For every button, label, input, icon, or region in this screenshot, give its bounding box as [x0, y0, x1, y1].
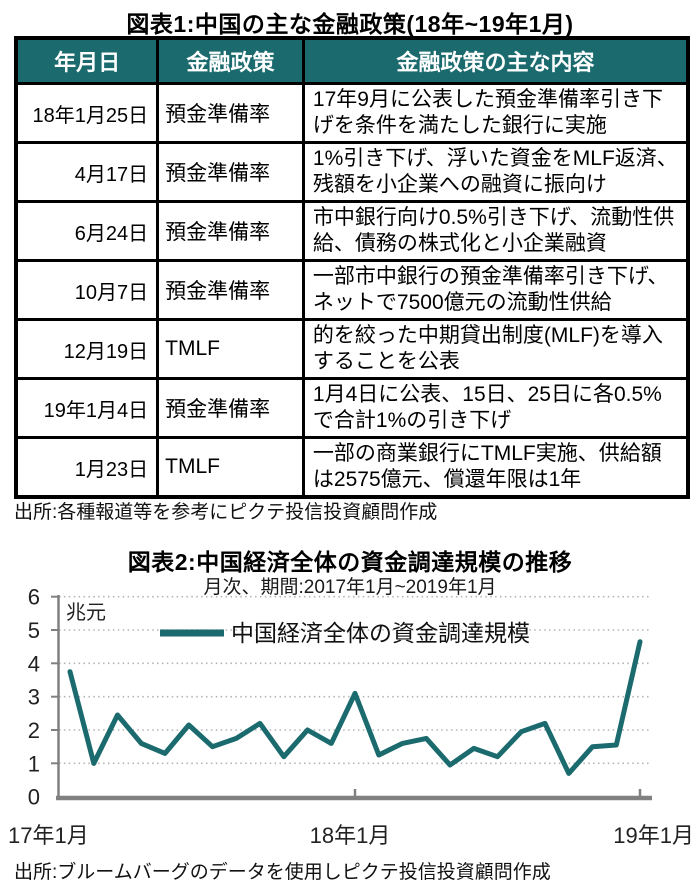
funding-chart: 0 1 2 3 4 5 6 兆元 中国経済全体の資金調達規模 17年1月 18年…	[8, 585, 694, 848]
cell-policy: 預金準備率	[156, 141, 305, 203]
unit-label: 兆元	[66, 601, 106, 624]
table-row: 19年1月4日 預金準備率 1月4日に公表、15日、25日に各0.5%で合計1%…	[14, 377, 690, 439]
figure1-title: 図表1:中国の主な金融政策(18年~19年1月)	[126, 11, 574, 37]
table-row: 12月19日 TMLF 的を絞った中期貸出制度(MLF)を導入することを公表	[14, 318, 690, 380]
xtick-2018-01: 18年1月	[310, 823, 391, 848]
x-axis	[56, 789, 652, 801]
cell-detail: 一部市中銀行の預金準備率引き下げ、ネットで7500億元の流動性供給	[301, 259, 690, 321]
cell-detail: 市中銀行向け0.5%引き下げ、流動性供給、債務の株式化と小企業融資	[301, 200, 690, 262]
ytick-1: 1	[28, 751, 40, 776]
gridlines	[59, 595, 650, 765]
ytick-0: 0	[28, 785, 40, 810]
cell-detail: 17年9月に公表した預金準備率引き下げを条件を満たした銀行に実施	[301, 82, 690, 144]
cell-date: 18年1月25日	[14, 82, 160, 144]
cell-detail: 1月4日に公表、15日、25日に各0.5%で合計1%の引き下げ	[301, 377, 690, 439]
cell-detail: 的を絞った中期貸出制度(MLF)を導入することを公表	[301, 318, 690, 380]
chart-source: 出所:ブルームバーグのデータを使用しピクテ投信投資顧問作成	[14, 862, 551, 883]
cell-policy: TMLF	[156, 436, 305, 499]
cell-date: 4月17日	[14, 141, 160, 203]
figure2-subtitle: 月次、期間:2017年1月~2019年1月	[203, 577, 497, 598]
header-date: 年月日	[14, 36, 160, 85]
funding-line	[67, 639, 643, 776]
x-tick-labels: 17年1月 18年1月 19年1月	[8, 823, 694, 848]
table-row: 4月17日 預金準備率 1%引き下げ、浮いた資金をMLF返済、残額を小企業への融…	[14, 141, 690, 203]
xtick-2017-01: 17年1月	[8, 823, 89, 848]
table-header-row: 年月日 金融政策 金融政策の主な内容	[14, 36, 690, 85]
cell-date: 6月24日	[14, 200, 160, 262]
header-policy: 金融政策	[156, 36, 305, 85]
cell-policy: 預金準備率	[156, 259, 305, 321]
cell-policy: TMLF	[156, 318, 305, 380]
legend: 中国経済全体の資金調達規模	[160, 620, 530, 646]
table-row: 18年1月25日 預金準備率 17年9月に公表した預金準備率引き下げを条件を満た…	[14, 82, 690, 144]
cell-policy: 預金準備率	[156, 377, 305, 439]
figure2-title: 図表2:中国経済全体の資金調達規模の推移	[127, 549, 573, 575]
ytick-6: 6	[28, 585, 40, 610]
legend-label: 中国経済全体の資金調達規模	[231, 620, 530, 646]
y-axis	[51, 595, 60, 799]
policy-table: 年月日 金融政策 金融政策の主な内容 18年1月25日 預金準備率 17年9月に…	[14, 36, 690, 499]
table-row: 10月7日 預金準備率 一部市中銀行の預金準備率引き下げ、ネットで7500億元の…	[14, 259, 690, 321]
xtick-2019-01: 19年1月	[613, 823, 694, 848]
cell-date: 12月19日	[14, 318, 160, 380]
y-tick-labels: 0 1 2 3 4 5 6	[28, 585, 40, 810]
cell-detail: 1%引き下げ、浮いた資金をMLF返済、残額を小企業への融資に振向け	[301, 141, 690, 203]
cell-policy: 預金準備率	[156, 200, 305, 262]
table-row: 1月23日 TMLF 一部の商業銀行にTMLF実施、供給額は2575億元、償還年…	[14, 436, 690, 499]
cell-policy: 預金準備率	[156, 82, 305, 144]
table-source: 出所:各種報道等を参考にピクテ投信投資顧問作成	[14, 502, 438, 523]
cell-date: 1月23日	[14, 436, 160, 499]
cell-detail: 一部の商業銀行にTMLF実施、供給額は2575億元、償還年限は1年	[301, 436, 690, 499]
header-detail: 金融政策の主な内容	[301, 36, 690, 85]
ytick-4: 4	[28, 651, 40, 676]
table-row: 6月24日 預金準備率 市中銀行向け0.5%引き下げ、流動性供給、債務の株式化と…	[14, 200, 690, 262]
cell-date: 19年1月4日	[14, 377, 160, 439]
ytick-3: 3	[28, 685, 40, 710]
ytick-2: 2	[28, 718, 40, 743]
cell-date: 10月7日	[14, 259, 160, 321]
ytick-5: 5	[28, 618, 40, 643]
